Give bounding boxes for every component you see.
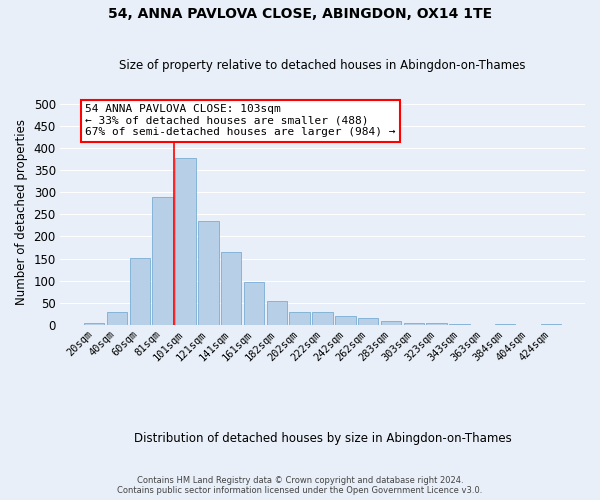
Bar (381, 322, 401, 325)
Bar (175, 158, 196, 325)
Bar (152, 196, 173, 325)
Bar (107, 312, 127, 325)
Bar (358, 318, 379, 325)
Bar (404, 322, 424, 325)
Bar (221, 252, 241, 325)
Bar (495, 324, 515, 325)
Text: Contains HM Land Registry data © Crown copyright and database right 2024.
Contai: Contains HM Land Registry data © Crown c… (118, 476, 482, 495)
Bar (266, 302, 287, 325)
Text: 54, ANNA PAVLOVA CLOSE, ABINGDON, OX14 1TE: 54, ANNA PAVLOVA CLOSE, ABINGDON, OX14 1… (108, 8, 492, 22)
X-axis label: Distribution of detached houses by size in Abingdon-on-Thames: Distribution of detached houses by size … (134, 432, 511, 445)
Bar (541, 324, 561, 325)
Bar (198, 221, 218, 325)
Y-axis label: Number of detached properties: Number of detached properties (15, 119, 28, 305)
Title: Size of property relative to detached houses in Abingdon-on-Thames: Size of property relative to detached ho… (119, 59, 526, 72)
Bar (84, 322, 104, 325)
Text: 54 ANNA PAVLOVA CLOSE: 103sqm
← 33% of detached houses are smaller (488)
67% of : 54 ANNA PAVLOVA CLOSE: 103sqm ← 33% of d… (85, 104, 395, 137)
Bar (335, 316, 356, 325)
Bar (244, 282, 264, 325)
Bar (427, 324, 447, 325)
Bar (130, 258, 150, 325)
Bar (312, 312, 333, 325)
Bar (289, 312, 310, 325)
